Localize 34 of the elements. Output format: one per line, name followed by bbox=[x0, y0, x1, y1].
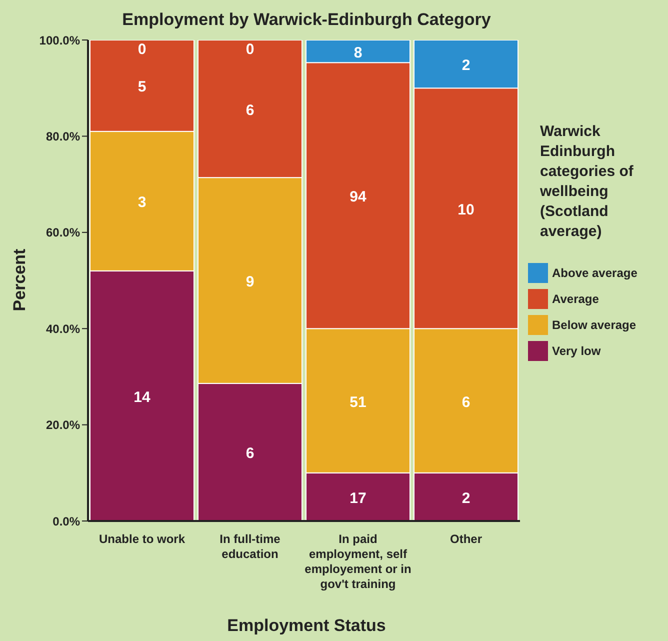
chart-title: Employment by Warwick-Edinburgh Category bbox=[121, 10, 492, 30]
x-axis-title: Employment Status bbox=[226, 616, 387, 636]
annotation: 5 bbox=[138, 78, 146, 96]
annotation: 2 bbox=[462, 57, 470, 74]
y-tick-label: 40.0% bbox=[46, 322, 80, 336]
annotation: 0 bbox=[138, 41, 146, 58]
annotation: 8 bbox=[354, 44, 362, 62]
x-tick-label: In full-time education bbox=[220, 532, 281, 561]
y-tick-label: 20.0% bbox=[46, 418, 80, 432]
y-axis-title: Percent bbox=[10, 248, 30, 314]
y-tick-label: 80.0% bbox=[46, 129, 80, 144]
annotation: 17 bbox=[350, 490, 366, 507]
x-tick-label: In paid employment, self employement or in gov't training bbox=[304, 532, 412, 591]
annotation: 2 bbox=[462, 490, 470, 507]
annotation: 10 bbox=[458, 201, 474, 218]
annotation: 6 bbox=[246, 445, 254, 462]
y-tick-label: 100.0% bbox=[39, 33, 80, 48]
y-tick-label: 60.0% bbox=[46, 226, 80, 240]
y-tick-label: 0.0% bbox=[52, 514, 80, 528]
text: Average bbox=[552, 292, 599, 306]
legend-label: Above average bbox=[552, 266, 638, 280]
x-tick-label: Unable to work bbox=[98, 532, 186, 546]
annotation: 51 bbox=[350, 394, 366, 411]
annotation: 9 bbox=[246, 274, 254, 290]
legend-label: Very low bbox=[552, 344, 601, 358]
legend-label: Below average bbox=[552, 318, 636, 332]
annotation: 0 bbox=[246, 41, 254, 58]
annotation: 14 bbox=[134, 388, 151, 406]
annotation: 94 bbox=[350, 188, 367, 206]
annotation: 3 bbox=[138, 194, 146, 212]
x-tick-label: Other bbox=[450, 532, 482, 546]
annotation: 6 bbox=[462, 394, 470, 411]
legend-title: Warwick Edinburgh categories of wellbeing (Scotland average) bbox=[540, 122, 634, 242]
annotation: 6 bbox=[246, 102, 254, 119]
